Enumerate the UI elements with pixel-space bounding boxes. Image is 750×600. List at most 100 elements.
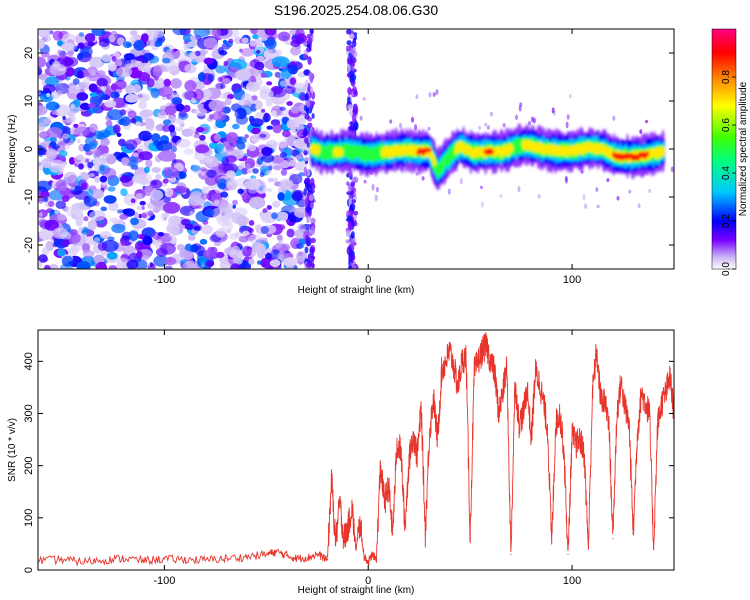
snr-point: [383, 501, 386, 503]
heat-noise-blob: [207, 73, 215, 83]
heat-noise-blob: [248, 258, 255, 265]
heat-noise-blob: [41, 141, 51, 148]
heat-noise-blob: [193, 29, 211, 38]
heat-streak: [346, 181, 350, 186]
heat-streak: [307, 122, 313, 129]
heat-noise-blob: [267, 247, 272, 253]
y-tick-label: 20: [23, 47, 35, 59]
heat-speckle: [612, 115, 616, 121]
snr-point: [363, 556, 365, 558]
snr-point: [392, 532, 394, 535]
heat-noise-blob: [232, 123, 240, 130]
heat-noise-blob: [116, 257, 129, 268]
y-tick-label: 100: [23, 509, 35, 527]
heat-noise-blob: [99, 175, 108, 183]
heat-noise-blob: [290, 46, 301, 56]
heat-noise-blob: [260, 226, 269, 234]
snr-point: [204, 559, 206, 561]
snr-point: [416, 454, 418, 456]
heat-speckle: [595, 187, 599, 192]
heat-streak: [353, 210, 359, 216]
heat-noise-blob: [38, 254, 48, 263]
heat-noise-blob: [90, 150, 95, 155]
heat-noise-blob: [66, 206, 74, 217]
heat-noise-blob: [132, 152, 139, 157]
heat-noise-blob: [101, 30, 107, 36]
heat-noise-blob: [155, 173, 162, 181]
signal-cell: [489, 149, 494, 155]
heat-noise-blob: [241, 93, 253, 105]
heat-noise-blob: [183, 43, 191, 51]
heat-noise-blob: [157, 85, 173, 98]
snr-point: [424, 532, 426, 535]
y-tick-label: 200: [23, 456, 35, 474]
heat-streak: [303, 166, 308, 177]
heat-noise-blob: [225, 155, 237, 163]
heat-noise-blob: [233, 255, 243, 265]
heat-noise-blob: [133, 212, 140, 219]
heat-noise-blob: [110, 91, 120, 99]
heat-noise-blob: [162, 57, 171, 64]
colorbar-tick-label: 0.4: [721, 166, 732, 180]
heat-noise-blob: [64, 67, 75, 77]
heat-streak: [351, 231, 355, 239]
heat-streak: [347, 215, 352, 222]
heat-noise-blob: [213, 133, 221, 142]
x-tick-label: 0: [365, 274, 371, 286]
heat-noise-blob: [262, 208, 268, 214]
heat-noise-blob: [244, 134, 249, 139]
heat-noise-blob: [73, 190, 90, 200]
heat-streak: [309, 36, 313, 45]
heat-noise-blob: [48, 200, 55, 208]
heat-noise-blob: [222, 106, 231, 114]
heat-streak: [303, 150, 308, 156]
heat-noise-blob: [241, 37, 249, 44]
heat-noise-blob: [259, 88, 274, 101]
snr-point: [404, 527, 406, 529]
heat-streak: [352, 57, 357, 64]
heat-noise-blob: [170, 78, 182, 89]
heat-streak: [351, 264, 357, 269]
heat-noise-blob: [151, 167, 161, 173]
heat-noise-blob: [38, 105, 48, 116]
heat-noise-blob: [88, 141, 98, 150]
snr-point: [567, 553, 569, 555]
heat-noise-blob: [159, 108, 166, 116]
heat-streak: [347, 104, 353, 111]
snr-point: [371, 553, 373, 555]
heat-noise-blob: [174, 185, 187, 194]
heat-noise-blob: [134, 60, 143, 66]
heat-speckle: [670, 166, 674, 173]
snr-point: [542, 402, 545, 404]
snr-point: [61, 559, 64, 561]
heat-noise-blob: [251, 95, 258, 101]
heat-noise-blob: [209, 142, 219, 150]
heat-speckle: [537, 194, 541, 199]
snr-point: [102, 559, 104, 561]
heat-noise-blob: [252, 168, 259, 174]
snr-point: [612, 538, 614, 540]
heat-noise-blob: [146, 262, 151, 267]
heat-noise-blob: [79, 102, 91, 111]
y-tick-label: 400: [23, 352, 35, 370]
heat-noise-blob: [58, 51, 67, 59]
heat-noise-blob: [276, 211, 289, 221]
heat-speckle: [415, 94, 419, 99]
heat-streak: [349, 33, 355, 40]
heat-noise-blob: [277, 192, 285, 201]
heat-noise-blob: [275, 224, 286, 231]
snr-point: [526, 386, 528, 388]
heat-noise-blob: [203, 37, 218, 49]
heat-noise-blob: [222, 141, 230, 148]
heat-noise-blob: [41, 246, 50, 256]
heat-streak: [303, 105, 308, 112]
signal-cell: [315, 144, 321, 155]
heat-noise-blob: [80, 172, 90, 182]
heat-speckle: [584, 203, 588, 210]
heat-noise-blob: [113, 124, 121, 134]
snr-point: [469, 538, 471, 540]
snr-point: [143, 560, 145, 562]
snr-point: [412, 433, 414, 435]
heat-speckle: [532, 117, 536, 124]
colorbar-frame: [711, 28, 737, 270]
